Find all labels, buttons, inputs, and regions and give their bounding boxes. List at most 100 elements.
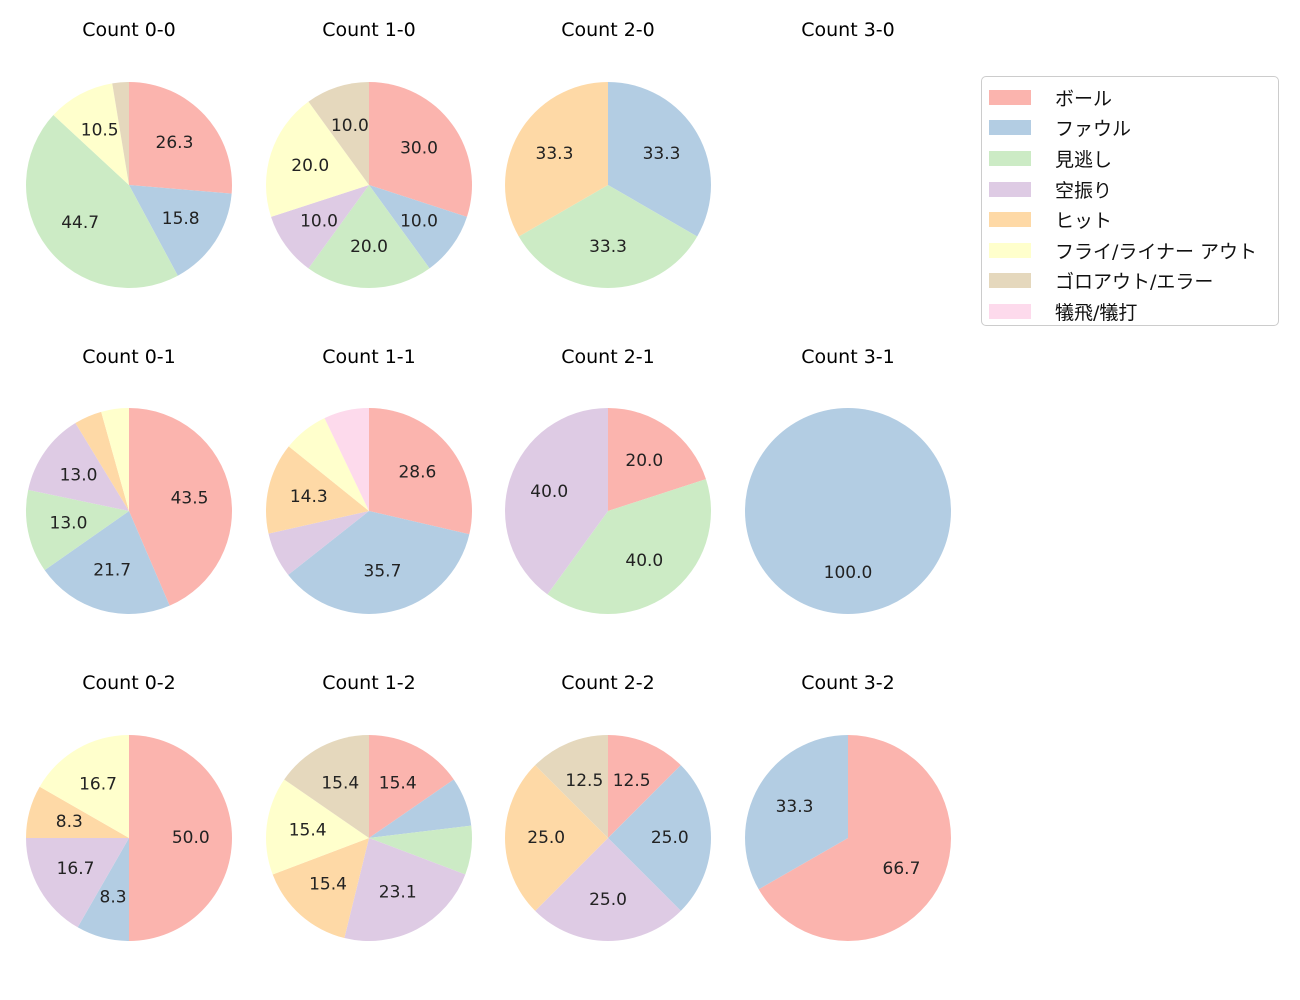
legend-swatch xyxy=(989,120,1031,136)
legend-swatch xyxy=(989,181,1031,197)
legend-swatch xyxy=(989,303,1031,319)
slice-label: 16.7 xyxy=(79,775,117,795)
pie-count-0-1: Count 0-1 43.5 21.7 13.0 13.0 xyxy=(26,346,233,615)
pie-slice xyxy=(369,779,472,838)
slice-label: 25.0 xyxy=(527,828,565,848)
pie-slice xyxy=(369,825,473,875)
pie-title: Count 0-0 xyxy=(82,19,176,41)
slice-label: 26.3 xyxy=(156,133,194,153)
pie-slice xyxy=(505,765,608,911)
pie-count-2-2: Count 2-2 12.5 25.0 25.0 25.0 12.5 xyxy=(505,672,711,941)
slice-label: 15.8 xyxy=(162,209,200,229)
legend-item: ボール xyxy=(982,82,1278,113)
legend-swatch xyxy=(989,89,1031,105)
pie-slice xyxy=(608,82,711,237)
slice-label: 50.0 xyxy=(172,828,210,848)
slice-label: 33.3 xyxy=(776,797,814,817)
pie-slice xyxy=(505,408,608,595)
slice-label: 33.3 xyxy=(643,144,681,164)
pie-slice xyxy=(745,408,951,614)
pie-slice xyxy=(535,735,608,838)
slice-label: 10.0 xyxy=(400,211,438,231)
pie-slice xyxy=(369,82,473,217)
pie-slice xyxy=(268,511,369,575)
pie-count-3-2: Count 3-2 66.7 33.3 xyxy=(745,672,952,942)
pie-count-0-2: Count 0-250.08.316.78.316.7 xyxy=(26,672,232,941)
legend-swatch xyxy=(989,212,1031,228)
slice-label: 10.5 xyxy=(81,121,119,141)
legend-swatch xyxy=(989,242,1031,258)
slice-label: 43.5 xyxy=(171,489,209,509)
slice-label: 66.7 xyxy=(883,859,921,879)
legend-item: 見逃し xyxy=(982,143,1278,174)
pie-slice xyxy=(129,185,232,276)
legend-item: ファウル xyxy=(982,113,1278,144)
pie-slice xyxy=(608,765,711,911)
pie-count-3-0: Count 3-0 xyxy=(801,19,895,41)
pie-title: Count 1-0 xyxy=(322,19,416,41)
pie-slice xyxy=(265,101,369,217)
slice-label: 8.3 xyxy=(100,888,127,908)
legend-item: フライ/ライナー アウト xyxy=(982,235,1278,266)
pie-slice xyxy=(265,446,369,534)
pie-slice xyxy=(129,735,232,941)
slice-label: 21.7 xyxy=(93,560,131,580)
legend-label: 見逃し xyxy=(1055,148,1113,171)
pie-slice xyxy=(758,735,952,942)
pie-slice xyxy=(44,511,170,615)
pie-title: Count 3-0 xyxy=(801,19,895,41)
pie-count-1-1: Count 1-1 28.6 35.7 14.3 xyxy=(265,346,472,614)
pie-slice xyxy=(26,838,129,928)
pie-slice xyxy=(369,185,467,269)
pie-slice xyxy=(518,185,698,288)
slice-label: 15.4 xyxy=(289,821,327,841)
pie-count-1-2: Count 1-2 15.4 23.1 15.4 15.4 15.4 xyxy=(265,672,473,942)
pie-slice xyxy=(129,407,233,606)
legend-swatch xyxy=(989,150,1031,166)
slice-label: 15.4 xyxy=(321,773,359,793)
legend-label: ファウル xyxy=(1055,118,1132,141)
slice-label: 15.4 xyxy=(309,874,347,894)
slice-label: 100.0 xyxy=(824,563,873,583)
pie-count-2-1: Count 2-1 20.0 40.0 40.0 xyxy=(505,346,712,615)
slice-label: 20.0 xyxy=(625,451,663,471)
pie-slice xyxy=(284,735,369,838)
pie-slice xyxy=(505,82,608,237)
pie-title: Count 2-1 xyxy=(561,346,655,368)
legend-item: 犠飛/犠打 xyxy=(982,296,1278,327)
legend-label: 空振り xyxy=(1055,179,1113,202)
pie-slice xyxy=(272,838,369,939)
pie-title: Count 1-1 xyxy=(322,346,416,368)
legend-item: ゴロアウト/エラー xyxy=(982,266,1278,297)
legend-label: 犠飛/犠打 xyxy=(1055,301,1138,324)
slice-label: 14.3 xyxy=(290,487,328,507)
pie-slice xyxy=(547,479,712,615)
legend-label: ヒット xyxy=(1055,210,1113,233)
slice-label: 20.0 xyxy=(350,237,388,257)
legend: ボールファウル見逃し空振りヒット フライ/ライナー アウト ゴロアウト/エラー犠飛/… xyxy=(981,76,1279,326)
slice-label: 10.0 xyxy=(300,211,338,231)
pie-count-1-0: Count 1-030.010.020.010.020.010.0 xyxy=(265,19,473,288)
pie-title: Count 3-2 xyxy=(801,672,895,694)
slice-label: 15.4 xyxy=(379,773,417,793)
pie-slice xyxy=(745,735,848,890)
pie-slice xyxy=(369,735,454,838)
slice-label: 10.0 xyxy=(331,116,369,136)
pie-slice xyxy=(77,838,129,941)
pie-slice xyxy=(26,489,129,571)
pie-slice xyxy=(112,81,129,185)
pie-slice xyxy=(129,82,232,194)
slice-label: 12.5 xyxy=(613,771,651,791)
pie-title: Count 0-1 xyxy=(82,346,176,368)
pie-title: Count 1-2 xyxy=(322,672,416,694)
pie-title: Count 2-2 xyxy=(561,672,655,694)
slice-label: 40.0 xyxy=(530,482,568,502)
pie-slice xyxy=(26,115,178,288)
pie-slice xyxy=(53,83,129,185)
pie-slice xyxy=(75,411,129,511)
pie-count-2-0: Count 2-0 33.3 33.3 33.3 xyxy=(505,19,711,288)
pie-slice xyxy=(608,408,706,511)
pie-slice xyxy=(101,407,129,511)
pie-slice xyxy=(608,735,681,838)
